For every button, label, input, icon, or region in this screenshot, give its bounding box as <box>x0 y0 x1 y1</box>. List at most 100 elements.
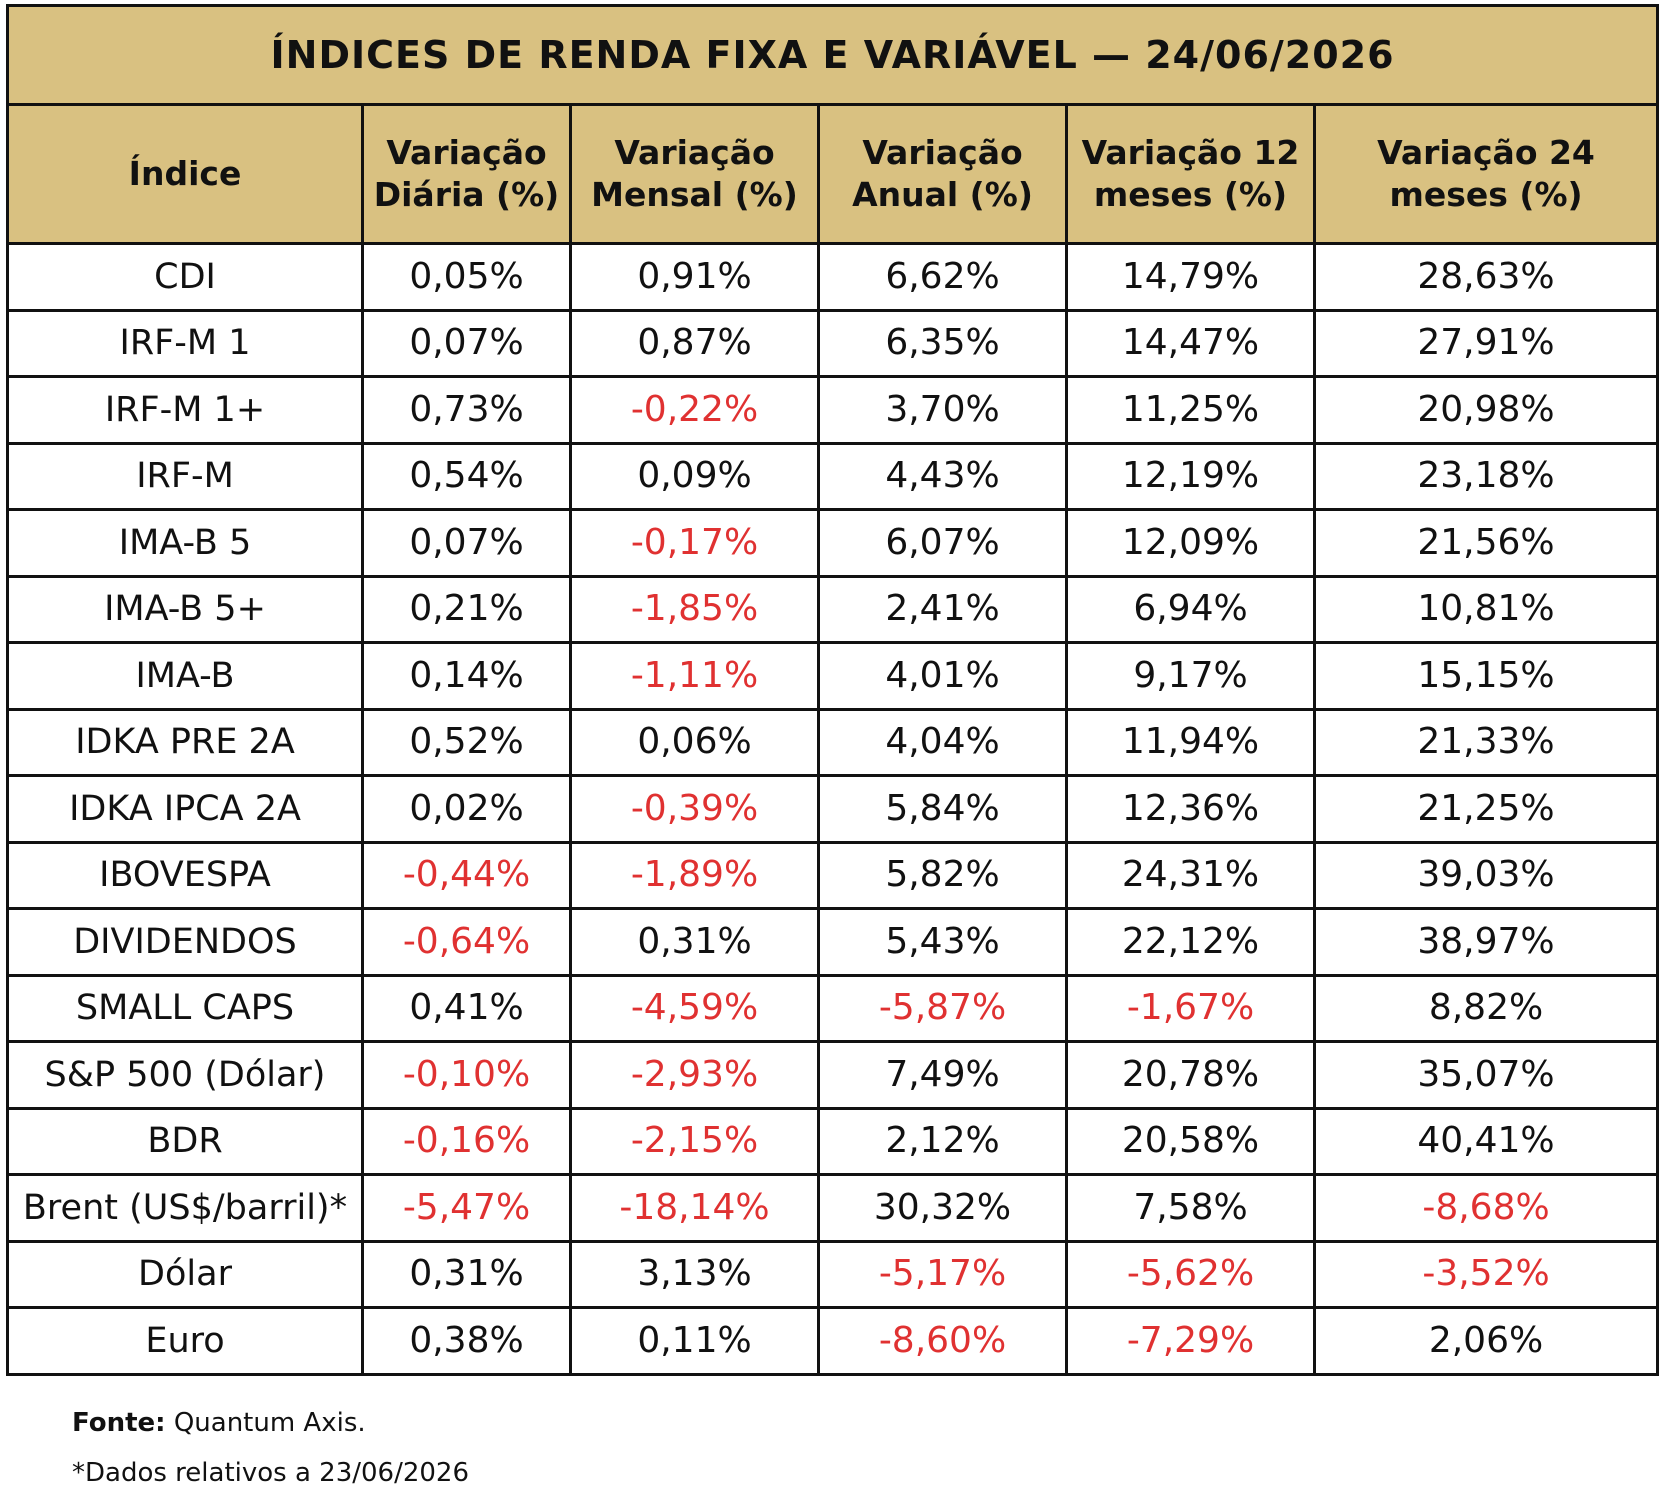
cell-12-meses: 14,47% <box>1065 308 1316 378</box>
header-variacao-12-meses: Variação 12 meses (%) <box>1065 103 1316 245</box>
cell-mensal: -2,15% <box>569 1106 820 1176</box>
cell-indice: IRF-M 1 <box>6 308 364 378</box>
cell-24-meses: 21,25% <box>1312 774 1660 844</box>
cell-anual: 4,01% <box>817 641 1068 711</box>
cell-diaria: 0,31% <box>361 1239 572 1309</box>
cell-diaria: 0,05% <box>361 242 572 312</box>
cell-24-meses: 8,82% <box>1312 973 1660 1043</box>
table-row: IRF-M 1+ 0,73% -0,22% 3,70% 11,25% 20,98% <box>6 375 1660 445</box>
table-row: SMALL CAPS 0,41% -4,59% -5,87% -1,67% 8,82% <box>6 973 1660 1043</box>
cell-anual: -5,17% <box>817 1239 1068 1309</box>
cell-diaria: 0,07% <box>361 308 572 378</box>
cell-diaria: 0,41% <box>361 973 572 1043</box>
header-variacao-anual: Variação Anual (%) <box>817 103 1068 245</box>
cell-indice: IRF-M 1+ <box>6 375 364 445</box>
cell-anual: 2,12% <box>817 1106 1068 1176</box>
table-row: IDKA PRE 2A 0,52% 0,06% 4,04% 11,94% 21,33% <box>6 707 1660 777</box>
cell-diaria: 0,54% <box>361 441 572 511</box>
table-row: IMA-B 5 0,07% -0,17% 6,07% 12,09% 21,56% <box>6 508 1660 578</box>
table-header-row: Índice Variação Diária (%) Variação Mens… <box>6 103 1660 245</box>
table-title-row: ÍNDICES DE RENDA FIXA E VARIÁVEL — 24/06… <box>5 4 1660 106</box>
header-variacao-diaria: Variação Diária (%) <box>361 103 572 245</box>
table-row: Dólar 0,31% 3,13% -5,17% -5,62% -3,52% <box>6 1239 1660 1309</box>
cell-anual: 5,82% <box>817 840 1068 910</box>
cell-24-meses: 2,06% <box>1312 1306 1660 1376</box>
cell-diaria: 0,38% <box>361 1306 572 1376</box>
cell-mensal: -0,39% <box>569 774 820 844</box>
cell-24-meses: -8,68% <box>1312 1173 1660 1243</box>
cell-mensal: -0,22% <box>569 375 820 445</box>
cell-24-meses: 35,07% <box>1312 1040 1660 1110</box>
cell-24-meses: 23,18% <box>1312 441 1660 511</box>
cell-12-meses: 12,19% <box>1065 441 1316 511</box>
cell-indice: IDKA PRE 2A <box>6 707 364 777</box>
header-variacao-24-meses: Variação 24 meses (%) <box>1312 103 1660 245</box>
cell-diaria: -0,44% <box>361 840 572 910</box>
cell-12-meses: 12,09% <box>1065 508 1316 578</box>
cell-anual: 5,43% <box>817 907 1068 977</box>
cell-24-meses: -3,52% <box>1312 1239 1660 1309</box>
cell-24-meses: 27,91% <box>1312 308 1660 378</box>
cell-mensal: 0,06% <box>569 707 820 777</box>
cell-indice: Dólar <box>6 1239 364 1309</box>
cell-diaria: 0,14% <box>361 641 572 711</box>
cell-mensal: -18,14% <box>569 1173 820 1243</box>
table-row: CDI 0,05% 0,91% 6,62% 14,79% 28,63% <box>6 242 1660 312</box>
cell-diaria: -0,10% <box>361 1040 572 1110</box>
cell-diaria: 0,02% <box>361 774 572 844</box>
table-row: IRF-M 0,54% 0,09% 4,43% 12,19% 23,18% <box>6 441 1660 511</box>
cell-indice: IMA-B 5 <box>6 508 364 578</box>
cell-anual: 5,84% <box>817 774 1068 844</box>
indices-table-container: ÍNDICES DE RENDA FIXA E VARIÁVEL — 24/06… <box>5 4 1660 1376</box>
cell-anual: 30,32% <box>817 1173 1068 1243</box>
table-title: ÍNDICES DE RENDA FIXA E VARIÁVEL — 24/06… <box>5 4 1660 106</box>
header-variacao-mensal: Variação Mensal (%) <box>569 103 820 245</box>
cell-12-meses: 22,12% <box>1065 907 1316 977</box>
cell-12-meses: -7,29% <box>1065 1306 1316 1376</box>
cell-indice: SMALL CAPS <box>6 973 364 1043</box>
cell-diaria: 0,52% <box>361 707 572 777</box>
cell-12-meses: 6,94% <box>1065 574 1316 644</box>
cell-diaria: -0,64% <box>361 907 572 977</box>
cell-anual: 2,41% <box>817 574 1068 644</box>
cell-24-meses: 40,41% <box>1312 1106 1660 1176</box>
table-row: IDKA IPCA 2A 0,02% -0,39% 5,84% 12,36% 21,25% <box>6 774 1660 844</box>
cell-diaria: 0,73% <box>361 375 572 445</box>
cell-24-meses: 10,81% <box>1312 574 1660 644</box>
cell-24-meses: 28,63% <box>1312 242 1660 312</box>
cell-diaria: 0,07% <box>361 508 572 578</box>
table-body: CDI 0,05% 0,91% 6,62% 14,79% 28,63% IRF-M 1 0,0… <box>6 242 1660 1376</box>
cell-12-meses: 20,78% <box>1065 1040 1316 1110</box>
cell-mensal: -1,11% <box>569 641 820 711</box>
cell-12-meses: 12,36% <box>1065 774 1316 844</box>
cell-mensal: 0,31% <box>569 907 820 977</box>
cell-anual: -8,60% <box>817 1306 1068 1376</box>
table-row: S&P 500 (Dólar) -0,10% -2,93% 7,49% 20,78% 35… <box>6 1040 1660 1110</box>
cell-24-meses: 21,33% <box>1312 707 1660 777</box>
cell-anual: 4,04% <box>817 707 1068 777</box>
table-row: IMA-B 5+ 0,21% -1,85% 2,41% 6,94% 10,81% <box>6 574 1660 644</box>
cell-anual: 7,49% <box>817 1040 1068 1110</box>
cell-mensal: -0,17% <box>569 508 820 578</box>
table-row: DIVIDENDOS -0,64% 0,31% 5,43% 22,12% 38,97% <box>6 907 1660 977</box>
cell-indice: IBOVESPA <box>6 840 364 910</box>
cell-mensal: 0,91% <box>569 242 820 312</box>
cell-indice: IMA-B 5+ <box>6 574 364 644</box>
table-row: BDR -0,16% -2,15% 2,12% 20,58% 40,41% <box>6 1106 1660 1176</box>
cell-indice: IDKA IPCA 2A <box>6 774 364 844</box>
cell-mensal: 3,13% <box>569 1239 820 1309</box>
source-label: Fonte: <box>72 1408 166 1438</box>
cell-24-meses: 38,97% <box>1312 907 1660 977</box>
source-value: Quantum Axis. <box>173 1408 366 1438</box>
cell-diaria: -5,47% <box>361 1173 572 1243</box>
cell-mensal: -1,89% <box>569 840 820 910</box>
cell-indice: CDI <box>6 242 364 312</box>
cell-anual: 6,35% <box>817 308 1068 378</box>
cell-mensal: 0,09% <box>569 441 820 511</box>
table-row: IMA-B 0,14% -1,11% 4,01% 9,17% 15,15% <box>6 641 1660 711</box>
table-row: Brent (US$/barril)* -5,47% -18,14% 30,32% 7,… <box>6 1173 1660 1243</box>
cell-12-meses: 11,25% <box>1065 375 1316 445</box>
cell-mensal: -4,59% <box>569 973 820 1043</box>
cell-diaria: 0,21% <box>361 574 572 644</box>
cell-anual: 3,70% <box>817 375 1068 445</box>
